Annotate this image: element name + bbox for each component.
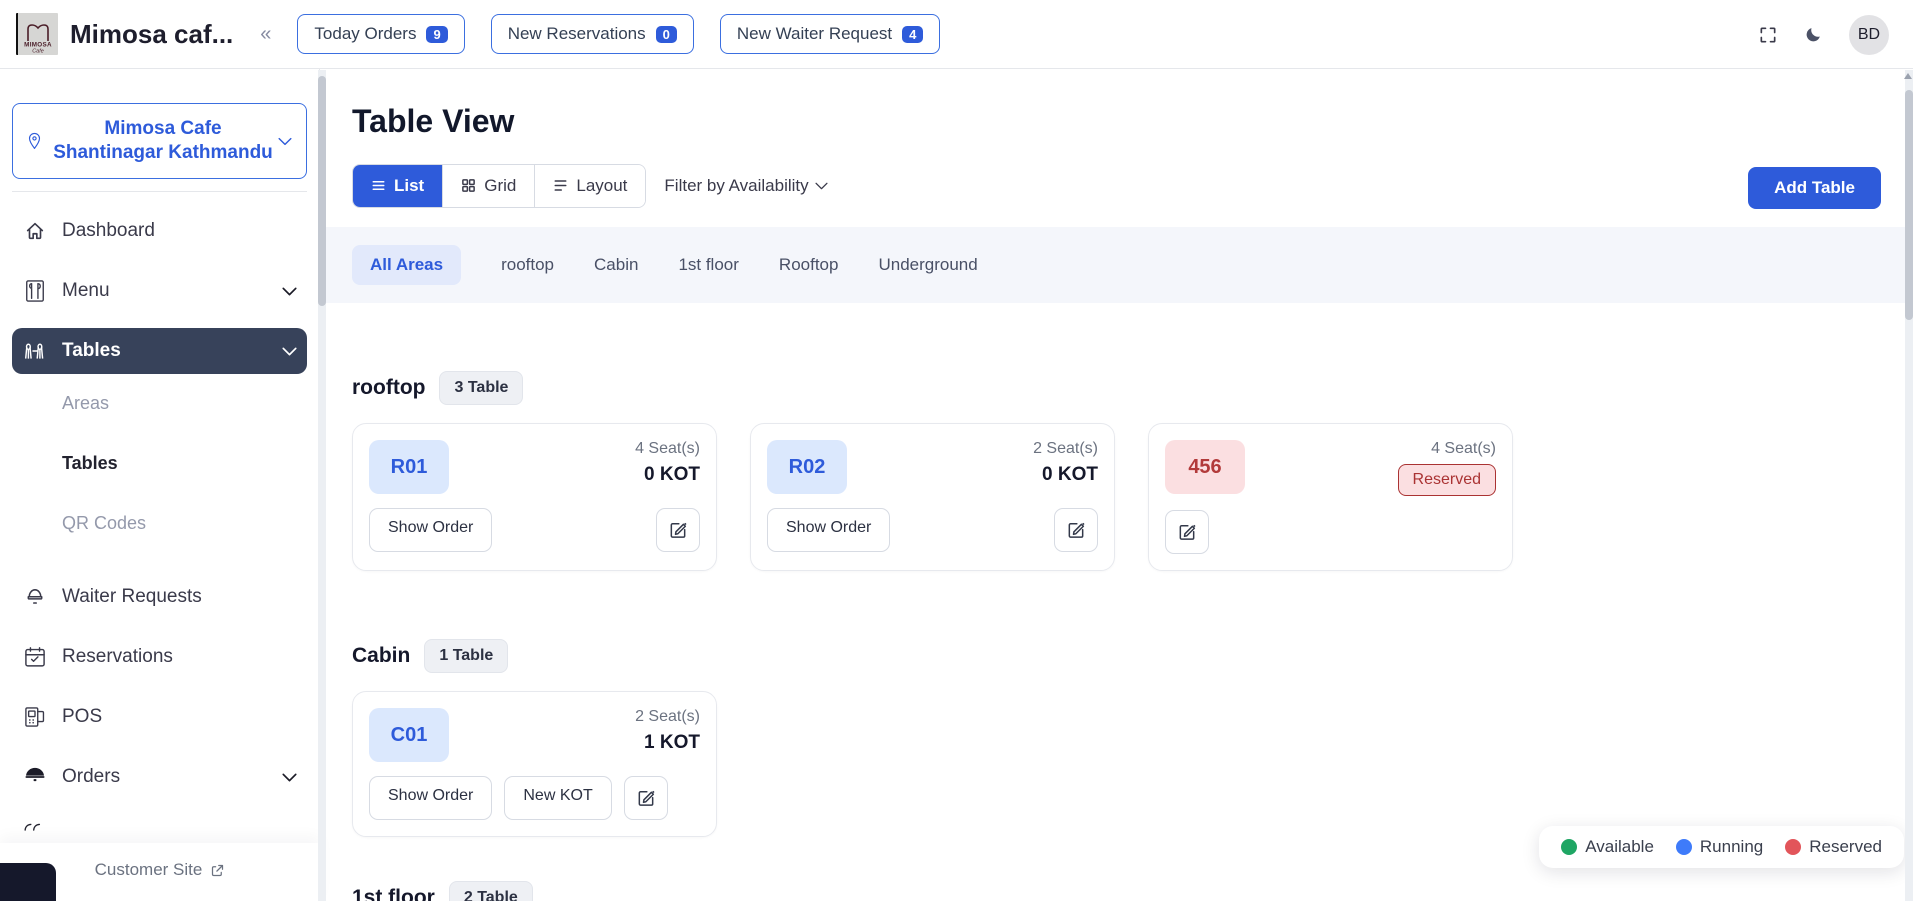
svg-text:MIMOSA: MIMOSA <box>24 42 52 49</box>
svg-text:Cafe: Cafe <box>32 49 44 55</box>
